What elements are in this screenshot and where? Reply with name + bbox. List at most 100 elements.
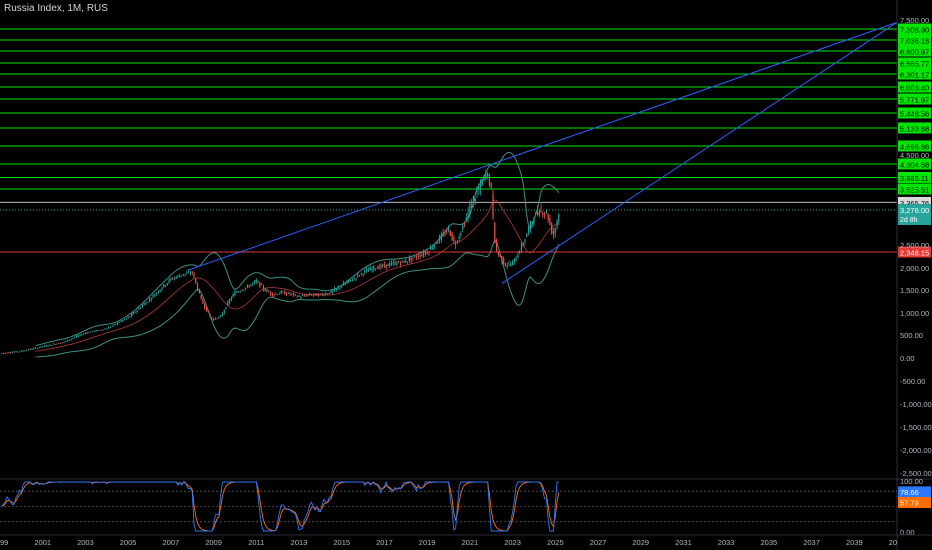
candle-body [504,263,507,267]
level-label-box [898,183,931,195]
candle-body [387,263,389,267]
candle-body [474,198,476,203]
candle-body [223,310,225,314]
candle-body [268,291,270,293]
candle-body [316,293,318,296]
candle-body [298,295,300,297]
candle-body [86,332,88,334]
candle-body [248,286,250,288]
candle-body [159,289,161,292]
candle-body [511,262,514,266]
level-label-box [898,93,931,105]
candle-body [333,288,336,292]
candle-body [278,293,281,295]
candle-body [180,275,183,277]
level-label: 5,771.97 [900,96,929,105]
candle-body [462,225,464,229]
candle-body [360,273,362,274]
y-tick-label: 0.00 [900,354,915,363]
candle-body [289,293,291,295]
candle-body [239,291,241,292]
osc-tick-label: 100.00 [900,477,923,486]
candle-body [252,282,254,285]
candle-body [27,349,30,351]
candle-body [61,342,63,344]
candle-body [95,330,97,332]
candle-body [271,292,273,296]
candle-body [90,331,92,333]
candle-body [120,320,122,322]
candle-body [154,294,156,297]
candle-body [517,254,519,259]
candle-body [250,284,252,287]
candle-body [309,294,311,295]
candle-body [170,278,172,280]
candle-body [230,298,232,300]
candle-body [332,290,334,293]
osc-k-line [1,480,559,532]
candle-body [552,231,555,236]
candle-body [494,222,496,244]
candle-body [24,350,26,352]
candle-body [471,205,473,209]
candle-body [241,290,243,292]
candle-body [339,287,341,289]
candle-body [380,265,382,268]
candle-body [398,261,400,263]
candle-body [291,293,293,295]
candle-body [282,291,284,293]
trendline[interactable] [501,21,898,284]
candle-body [503,258,505,264]
candle-body [342,283,345,286]
candle-body [513,258,515,262]
candle-body [312,294,314,296]
level-label-box [898,107,931,119]
x-tick-label: 2017 [376,538,393,547]
candle-body [47,345,49,347]
candle-body [495,239,498,252]
candle-body [118,322,120,324]
candle-body [15,351,17,353]
candle-body [218,317,220,319]
candle-body [310,294,313,296]
candle-body [419,255,421,258]
candle-body [67,339,69,342]
candle-body [439,236,441,242]
trendline[interactable] [187,21,898,271]
candle-body [362,273,364,275]
candle-body [143,303,145,306]
candle-body [538,211,540,216]
y-tick-label: 7,500.00 [900,16,929,25]
candle-body [43,345,46,347]
x-tick-label: 2013 [291,538,308,547]
level-label-box [898,23,931,35]
candle-body [77,335,79,337]
candle-body [209,313,211,317]
candle-body [301,295,304,297]
candle-body [371,268,373,271]
candle-body [214,318,216,320]
x-tick-label: 2001 [34,538,51,547]
candle-body [34,347,37,349]
candle-body [415,257,418,259]
candle-body [453,237,455,242]
candle-body [255,280,257,283]
candle-body [284,291,286,295]
candle-body [351,279,353,281]
candle-body [373,265,375,270]
y-tick-label: 2,000.00 [900,264,929,273]
candle-body [542,213,544,216]
y-tick-label: -2,000.00 [900,446,932,455]
candle-body [385,264,387,268]
candle-body [529,222,531,231]
candle-body [115,323,117,325]
candle-body [49,344,51,346]
candle-body [508,263,510,265]
candle-body [33,348,35,349]
candle-body [56,343,58,345]
candle-body [264,289,266,292]
candle-body [184,273,186,275]
candle-body [323,294,325,296]
candle-body [451,232,453,241]
